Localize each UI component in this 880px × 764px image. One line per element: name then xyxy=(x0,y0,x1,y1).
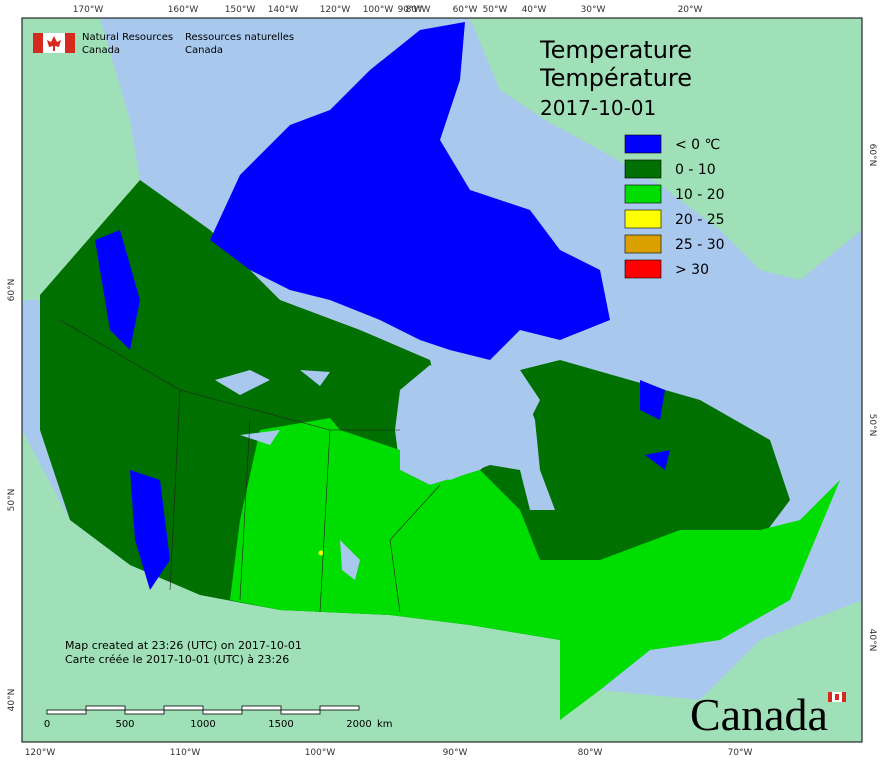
latitude-label: 60°N xyxy=(867,144,877,167)
canada-10-20 xyxy=(230,418,840,720)
lakes xyxy=(215,370,360,580)
agency-en: Canada xyxy=(82,45,120,56)
longitude-label: 90°W xyxy=(443,748,468,758)
legend: < 0 ℃ 0 - 10 10 - 20 20 - 25 25 - 30 > 30 xyxy=(624,134,725,279)
scale-segment xyxy=(202,709,243,715)
maple-leaf xyxy=(47,36,61,51)
scale-label: 2000 xyxy=(346,719,371,730)
alaska xyxy=(22,18,140,300)
title-date: 2017-10-01 xyxy=(540,96,656,120)
map-body xyxy=(21,17,863,743)
legend-label: < 0 ℃ xyxy=(675,137,720,153)
longitude-label: 80°W xyxy=(406,5,431,15)
longitude-label: 90°W xyxy=(398,5,423,15)
arctic-below-0 xyxy=(210,22,610,360)
graticule-labels: 170°W 160°W 150°W 140°W 120°W 100°W 90°W80°W 60… xyxy=(7,5,877,758)
legend-label: 25 - 30 xyxy=(675,237,725,253)
scale-segment xyxy=(85,705,126,711)
longitude-label: 120°W xyxy=(320,5,351,15)
longitude-label: 160°W xyxy=(168,5,199,15)
longitude-label: 60°W xyxy=(453,5,478,15)
longitude-label: 140°W xyxy=(268,5,299,15)
latitude-label: 40°N xyxy=(867,629,877,652)
latitude-label: 60°N xyxy=(7,279,17,302)
scale-segment xyxy=(280,709,321,715)
longitude-label: 70°W xyxy=(728,748,753,758)
longitude-label: 80°W xyxy=(578,748,603,758)
longitude-label: 20°W xyxy=(678,5,703,15)
longitude-label: 100°W xyxy=(305,748,336,758)
usa xyxy=(22,430,862,742)
flag-band xyxy=(33,33,43,53)
longitude-label: 100°W xyxy=(363,5,394,15)
legend-label: > 30 xyxy=(675,262,709,278)
legend-swatch xyxy=(624,209,662,229)
latitude-label: 40°N xyxy=(7,689,17,712)
hudson-bay xyxy=(395,365,555,510)
title-en: Temperature xyxy=(539,36,692,64)
latitude-label: 50°N xyxy=(7,489,17,512)
scale-label: 500 xyxy=(115,719,134,730)
flag xyxy=(33,33,75,53)
longitude-label: 30°W xyxy=(581,5,606,15)
flag-band xyxy=(828,692,832,702)
longitude-label: 40°W xyxy=(522,5,547,15)
note: Map created at 23:26 (UTC) on 2017-10-01 xyxy=(65,639,302,652)
flag-band xyxy=(842,692,846,702)
agency-fr: Canada xyxy=(185,45,223,56)
cold-patches xyxy=(95,230,670,590)
scale-segment xyxy=(46,709,87,715)
warm-spot xyxy=(318,550,324,556)
legend-label: 20 - 25 xyxy=(675,212,725,228)
longitude-label: 150°W xyxy=(225,5,256,15)
agency-fr: Ressources naturelles xyxy=(185,32,294,43)
note: Carte créée le 2017-10-01 (UTC) à 23:26 xyxy=(65,653,289,666)
legend-label: 10 - 20 xyxy=(675,187,725,203)
longitude-label: 50°W xyxy=(483,5,508,15)
title-fr: Température xyxy=(539,64,692,92)
legend-swatch xyxy=(624,134,662,154)
latitude-label: 50°N xyxy=(867,414,877,437)
borders xyxy=(59,319,441,613)
legend-swatch xyxy=(624,259,662,279)
scale-label: 1000 xyxy=(190,719,215,730)
maple-leaf xyxy=(835,694,839,700)
greenland xyxy=(470,18,862,280)
wordmark-flag xyxy=(828,692,846,702)
longitude-label: 120°W xyxy=(25,748,56,758)
legend-swatch xyxy=(624,234,662,254)
wordmark: Canada xyxy=(690,689,828,740)
flag-band xyxy=(65,33,75,53)
longitude-label: 110°W xyxy=(170,748,201,758)
longitude-label: 170°W xyxy=(73,5,104,15)
scale-bar: 0 500 1000 1500 2000 km xyxy=(44,705,393,730)
scale-segment xyxy=(241,705,282,711)
agency-en: Natural Resources xyxy=(82,32,173,43)
scale-segment xyxy=(163,705,204,711)
scale-label: 0 xyxy=(44,719,50,730)
scale-segment xyxy=(319,705,360,711)
legend-swatch xyxy=(624,184,662,204)
scale-unit: km xyxy=(377,719,393,730)
frame xyxy=(21,17,863,743)
scale-segment xyxy=(124,709,165,715)
scale-label: 1500 xyxy=(268,719,293,730)
legend-swatch xyxy=(624,159,662,179)
legend-label: 0 - 10 xyxy=(675,162,716,178)
